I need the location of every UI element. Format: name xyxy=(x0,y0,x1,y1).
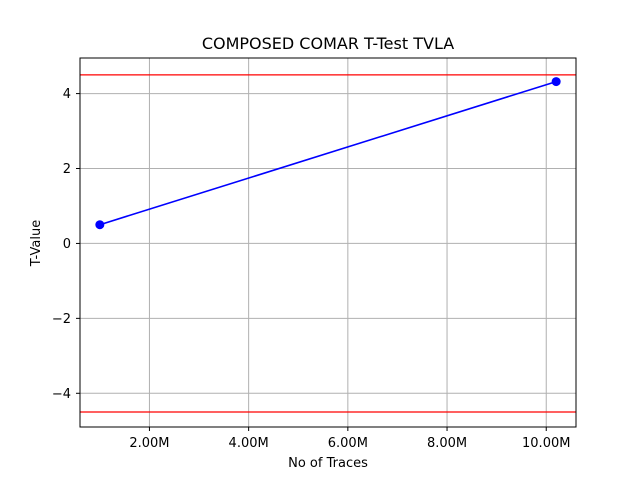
x-tick-label: 10.00M xyxy=(522,436,570,451)
x-tick-label: 8.00M xyxy=(427,436,467,451)
plot-area-frame xyxy=(79,57,577,428)
y-tick-label: 0 xyxy=(63,237,71,252)
data-point xyxy=(95,220,105,230)
series-line xyxy=(99,80,557,226)
chart-title: COMPOSED COMAR T-Test TVLA xyxy=(202,34,454,53)
y-tick-label: −2 xyxy=(52,312,71,327)
x-axis-ticks: 2.00M 4.00M 6.00M 8.00M 10.00M xyxy=(129,427,570,451)
x-tick-label: 6.00M xyxy=(328,436,368,451)
y-tick-label: 4 xyxy=(63,87,71,102)
y-axis-label: T-Value xyxy=(29,220,44,267)
y-tick-label: −4 xyxy=(52,387,71,402)
x-tick-label: 2.00M xyxy=(129,436,169,451)
threshold-lines xyxy=(80,74,576,413)
x-tick-label: 4.00M xyxy=(229,436,269,451)
data-point xyxy=(551,77,561,87)
y-axis-ticks: −4 −2 0 2 4 xyxy=(52,87,80,402)
y-tick-label: 2 xyxy=(63,162,71,177)
grid-lines xyxy=(80,58,576,427)
x-axis-label: No of Traces xyxy=(288,456,368,471)
data-series xyxy=(95,77,561,230)
